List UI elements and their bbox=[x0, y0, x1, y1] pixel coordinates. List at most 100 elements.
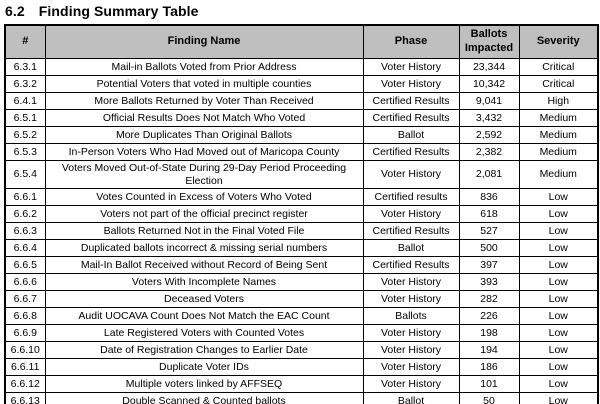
row-id-cell: 6.5.2 bbox=[4, 126, 46, 144]
finding-name-cell: Potential Voters that voted in multiple … bbox=[44, 75, 364, 93]
finding-name-cell: Votes Counted in Excess of Voters Who Vo… bbox=[44, 188, 364, 207]
severity-cell: Medium bbox=[518, 109, 599, 127]
ballots-impacted-cell: 101 bbox=[458, 375, 520, 394]
ballots-impacted-cell: 3,432 bbox=[458, 109, 520, 127]
phase-cell: Voter History bbox=[362, 58, 460, 76]
table-header-row: # Finding Name Phase Ballots Impacted Se… bbox=[4, 24, 599, 59]
finding-name-cell: Mail-in Ballots Voted from Prior Address bbox=[44, 58, 364, 76]
ballots-impacted-cell: 9,041 bbox=[458, 92, 520, 110]
phase-cell: Certified Results bbox=[362, 92, 460, 110]
phase-cell: Ballot bbox=[362, 126, 460, 144]
ballots-impacted-cell: 186 bbox=[458, 358, 520, 377]
phase-cell: Certified Results bbox=[362, 222, 460, 241]
col-header-ballots-impacted: Ballots Impacted bbox=[458, 24, 520, 59]
table-row: 6.5.1 Official Results Does Not Match Wh… bbox=[4, 109, 599, 127]
table-row: 6.6.10 Date of Registration Changes to E… bbox=[4, 341, 599, 360]
ballots-impacted-cell: 618 bbox=[458, 205, 520, 224]
ballots-impacted-cell: 2,592 bbox=[458, 126, 520, 144]
row-id-cell: 6.4.1 bbox=[4, 92, 46, 110]
col-header-severity: Severity bbox=[518, 24, 599, 59]
phase-cell: Ballot bbox=[362, 239, 460, 258]
table-row: 6.6.12 Multiple voters linked by AFFSEQ … bbox=[4, 375, 599, 394]
ballots-impacted-cell: 2,382 bbox=[458, 143, 520, 161]
phase-cell: Voter History bbox=[362, 341, 460, 360]
severity-cell: Low bbox=[518, 239, 599, 258]
row-id-cell: 6.6.1 bbox=[4, 188, 46, 207]
phase-cell: Voter History bbox=[362, 290, 460, 309]
finding-name-cell: In-Person Voters Who Had Moved out of Ma… bbox=[44, 143, 364, 161]
row-id-cell: 6.6.11 bbox=[4, 358, 46, 377]
finding-name-cell: Late Registered Voters with Counted Vote… bbox=[44, 324, 364, 343]
phase-cell: Voter History bbox=[362, 375, 460, 394]
row-id-cell: 6.6.2 bbox=[4, 205, 46, 224]
row-id-cell: 6.6.4 bbox=[4, 239, 46, 258]
row-id-cell: 6.6.12 bbox=[4, 375, 46, 394]
table-body: 6.3.1 Mail-in Ballots Voted from Prior A… bbox=[4, 58, 599, 404]
table-row: 6.3.1 Mail-in Ballots Voted from Prior A… bbox=[4, 58, 599, 76]
finding-name-cell: Duplicate Voter IDs bbox=[44, 358, 364, 377]
ballots-impacted-cell: 282 bbox=[458, 290, 520, 309]
ballots-impacted-cell: 226 bbox=[458, 307, 520, 326]
finding-name-cell: Voters With Incomplete Names bbox=[44, 273, 364, 292]
row-id-cell: 6.6.6 bbox=[4, 273, 46, 292]
row-id-cell: 6.3.2 bbox=[4, 75, 46, 93]
severity-cell: Low bbox=[518, 375, 599, 394]
row-id-cell: 6.6.10 bbox=[4, 341, 46, 360]
ballots-impacted-cell: 2,081 bbox=[458, 159, 520, 190]
row-id-cell: 6.6.9 bbox=[4, 324, 46, 343]
table-row: 6.6.6 Voters With Incomplete Names Voter… bbox=[4, 273, 599, 292]
severity-cell: Medium bbox=[518, 159, 599, 190]
table-row: 6.6.1 Votes Counted in Excess of Voters … bbox=[4, 188, 599, 207]
finding-summary-table: # Finding Name Phase Ballots Impacted Se… bbox=[4, 24, 599, 404]
finding-name-cell: Duplicated ballots incorrect & missing s… bbox=[44, 239, 364, 258]
table-row: 6.6.13 Double Scanned & Counted ballots … bbox=[4, 392, 599, 404]
row-id-cell: 6.6.8 bbox=[4, 307, 46, 326]
phase-cell: Voter History bbox=[362, 324, 460, 343]
phase-cell: Voter History bbox=[362, 75, 460, 93]
row-id-cell: 6.5.1 bbox=[4, 109, 46, 127]
severity-cell: Low bbox=[518, 256, 599, 275]
col-header-number: # bbox=[4, 24, 46, 59]
finding-name-cell: Double Scanned & Counted ballots bbox=[44, 392, 364, 404]
table-row: 6.5.4 Voters Moved Out-of-State During 2… bbox=[4, 159, 599, 190]
section-number: 6.2 bbox=[5, 3, 25, 19]
finding-name-cell: Official Results Does Not Match Who Vote… bbox=[44, 109, 364, 127]
table-row: 6.4.1 More Ballots Returned by Voter Tha… bbox=[4, 92, 599, 110]
severity-cell: Low bbox=[518, 324, 599, 343]
table-row: 6.6.4 Duplicated ballots incorrect & mis… bbox=[4, 239, 599, 258]
finding-name-cell: Voters not part of the official precinct… bbox=[44, 205, 364, 224]
phase-cell: Voter History bbox=[362, 273, 460, 292]
severity-cell: High bbox=[518, 92, 599, 110]
row-id-cell: 6.3.1 bbox=[4, 58, 46, 76]
phase-cell: Voter History bbox=[362, 358, 460, 377]
row-id-cell: 6.5.3 bbox=[4, 143, 46, 161]
table-row: 6.6.7 Deceased Voters Voter History 282 … bbox=[4, 290, 599, 309]
severity-cell: Low bbox=[518, 392, 599, 404]
severity-cell: Low bbox=[518, 222, 599, 241]
phase-cell: Certified Results bbox=[362, 143, 460, 161]
ballots-impacted-cell: 198 bbox=[458, 324, 520, 343]
row-id-cell: 6.6.7 bbox=[4, 290, 46, 309]
table-row: 6.6.11 Duplicate Voter IDs Voter History… bbox=[4, 358, 599, 377]
finding-name-cell: Deceased Voters bbox=[44, 290, 364, 309]
ballots-impacted-cell: 836 bbox=[458, 188, 520, 207]
phase-cell: Certified results bbox=[362, 188, 460, 207]
col-header-finding-name: Finding Name bbox=[44, 24, 364, 59]
table-row: 6.6.9 Late Registered Voters with Counte… bbox=[4, 324, 599, 343]
phase-cell: Ballots bbox=[362, 307, 460, 326]
finding-name-cell: More Duplicates Than Original Ballots bbox=[44, 126, 364, 144]
severity-cell: Low bbox=[518, 188, 599, 207]
ballots-impacted-cell: 397 bbox=[458, 256, 520, 275]
ballots-impacted-cell: 527 bbox=[458, 222, 520, 241]
row-id-cell: 6.6.5 bbox=[4, 256, 46, 275]
phase-cell: Certified Results bbox=[362, 109, 460, 127]
finding-name-cell: Ballots Returned Not in the Final Voted … bbox=[44, 222, 364, 241]
finding-name-cell: Multiple voters linked by AFFSEQ bbox=[44, 375, 364, 394]
table-row: 6.5.3 In-Person Voters Who Had Moved out… bbox=[4, 143, 599, 161]
finding-name-cell: Mail-In Ballot Received without Record o… bbox=[44, 256, 364, 275]
severity-cell: Medium bbox=[518, 143, 599, 161]
finding-name-cell: More Ballots Returned by Voter Than Rece… bbox=[44, 92, 364, 110]
table-row: 6.6.2 Voters not part of the official pr… bbox=[4, 205, 599, 224]
phase-cell: Certified Results bbox=[362, 256, 460, 275]
severity-cell: Critical bbox=[518, 75, 599, 93]
